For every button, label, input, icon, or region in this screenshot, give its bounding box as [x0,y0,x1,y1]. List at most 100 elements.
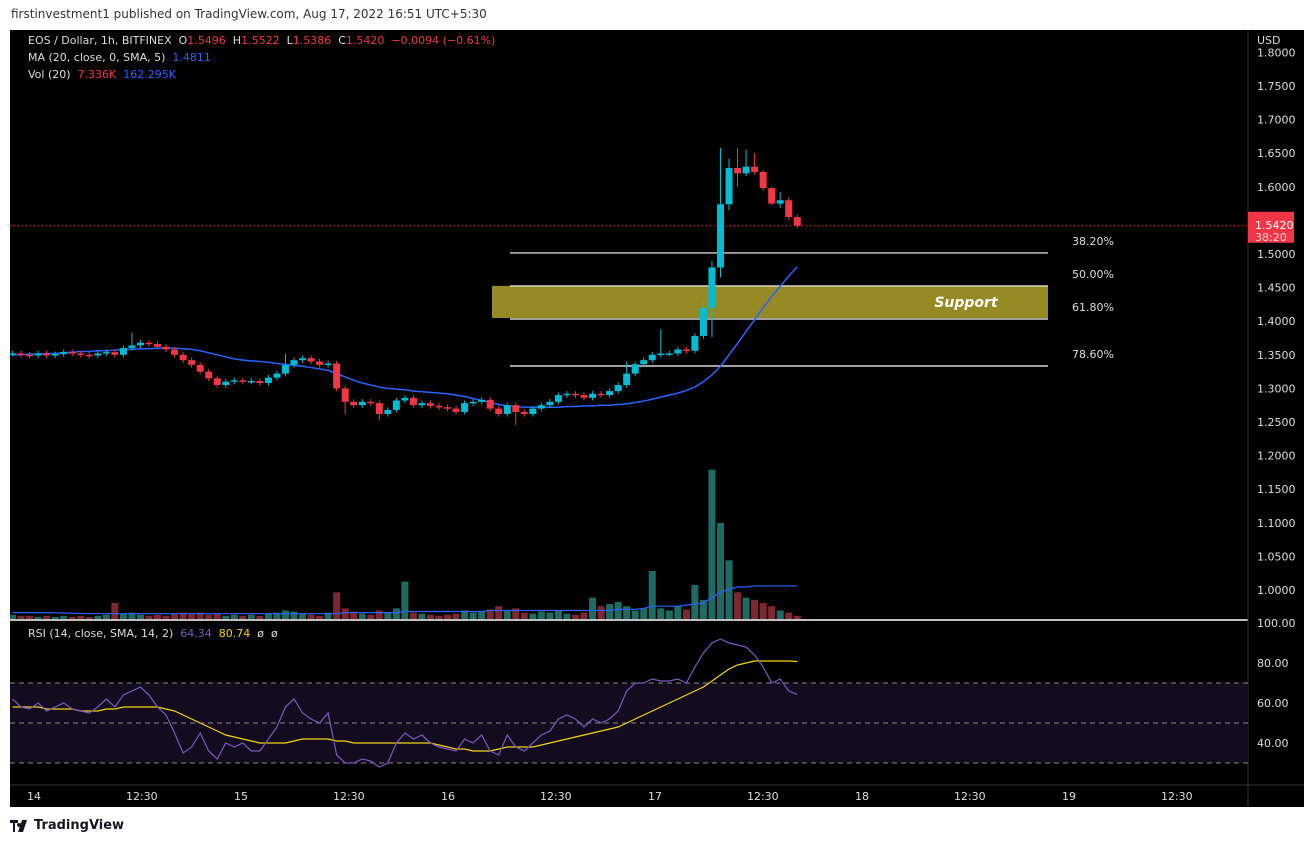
candle [785,197,793,220]
volume-bar [273,612,281,619]
price-tick-label: 1.1500 [1257,483,1296,496]
candle [256,378,264,386]
volume-bar [256,615,264,619]
price-tick-label: 1.6000 [1257,181,1296,194]
candle [478,397,486,405]
time-tick-label: 15 [234,790,248,803]
candle-body [367,401,375,404]
candle [94,350,102,359]
volume-bar [230,614,238,619]
volume-bar [367,614,375,619]
candle-body [222,381,230,386]
candle-body [102,352,110,354]
last-price-value: 1.5420 [1255,219,1294,232]
candle-body [699,307,707,336]
volume-bar [589,597,597,619]
candle [145,340,153,347]
candle [196,362,204,375]
volume-bar [597,606,605,619]
candle [691,333,699,354]
candle-body [350,401,358,406]
bar-countdown: 38:20 [1255,231,1287,244]
candle [119,345,127,358]
candle-body [793,217,801,226]
candle-body [546,401,554,406]
candle-body [751,166,759,173]
volume-bar [136,614,144,619]
candle-body [589,393,597,398]
candle-body [299,358,307,361]
candle-body [324,363,332,366]
volume-bar [171,613,179,619]
candle [307,355,315,365]
low-value: 1.5386 [292,34,332,47]
volume-bar [648,571,656,619]
candle-body [691,335,699,351]
candle [17,350,25,358]
volume-bar [239,615,247,619]
volume-bar [68,616,76,619]
time-tick-label: 12:30 [1161,790,1193,803]
price-tick-label: 1.1000 [1257,517,1296,530]
candle [674,346,682,357]
volume-bar [358,613,366,619]
volume-bar [154,614,162,619]
volume-bar [742,597,750,619]
volume-bar [179,612,187,619]
volume-bar [119,613,127,619]
candle-body [708,267,716,308]
price-tick-label: 1.7000 [1257,114,1296,127]
candle [10,350,16,357]
ma-legend[interactable]: MA (20, close, 0, SMA, 5) 1.4811 [28,51,211,64]
ma-label: MA (20, close, 0, SMA, 5) [28,51,166,64]
volume-legend[interactable]: Vol (20) 7.336K 162.295K [28,68,176,81]
fib-label: 38.20% [1072,235,1114,248]
candle-body [128,345,136,349]
tradingview-brand[interactable]: TradingView [34,818,125,833]
candle [452,405,460,415]
candle [495,405,503,417]
price-tick-label: 1.7500 [1257,80,1296,93]
volume-bar [699,599,707,619]
candle [171,346,179,358]
candle [716,147,724,278]
volume-bar [657,608,665,619]
candle [529,405,537,417]
candle [640,357,648,367]
candle-body [503,405,511,414]
price-chart[interactable]: Support 38.20% 50.00% 61.80% 78.60% USD1.8000… [10,30,1304,807]
tradingview-logo-icon [10,819,27,832]
volume-bar [606,604,614,619]
candle [290,357,298,368]
candle [571,391,579,398]
volume-bar [247,614,255,619]
candle-body [26,354,34,357]
candle-body [435,405,443,408]
candle [111,349,119,358]
candle [648,352,656,363]
rsi-legend[interactable]: RSI (14, close, SMA, 14, 2) 64.34 80.74 … [28,627,278,640]
candle [776,192,784,208]
candle-body [85,354,93,357]
volume-bar [77,615,85,619]
price-tick-label: 1.4000 [1257,315,1296,328]
candle-body [734,167,742,174]
chart-frame[interactable]: Support 38.20% 50.00% 61.80% 78.60% USD 1.8000… [10,30,1304,807]
candle [742,149,750,177]
candle [179,352,187,363]
fib-label: 50.00% [1072,268,1114,281]
candle-body [316,361,324,365]
candle [444,404,452,412]
volume-bar [85,616,93,619]
candle [333,360,341,392]
candle [537,402,545,412]
rsi-tick-label: 40.00 [1257,737,1289,750]
candle [222,378,230,388]
publisher-line: firstinvestment1 published on TradingVie… [11,7,487,21]
volume-bar [452,613,460,619]
symbol-legend: EOS / Dollar, 1h, BITFINEX O1.5496 H1.55… [28,34,495,47]
candle-body [571,393,579,396]
candle-body [554,395,562,402]
volume-bar [102,614,110,619]
candle-body [119,348,127,355]
